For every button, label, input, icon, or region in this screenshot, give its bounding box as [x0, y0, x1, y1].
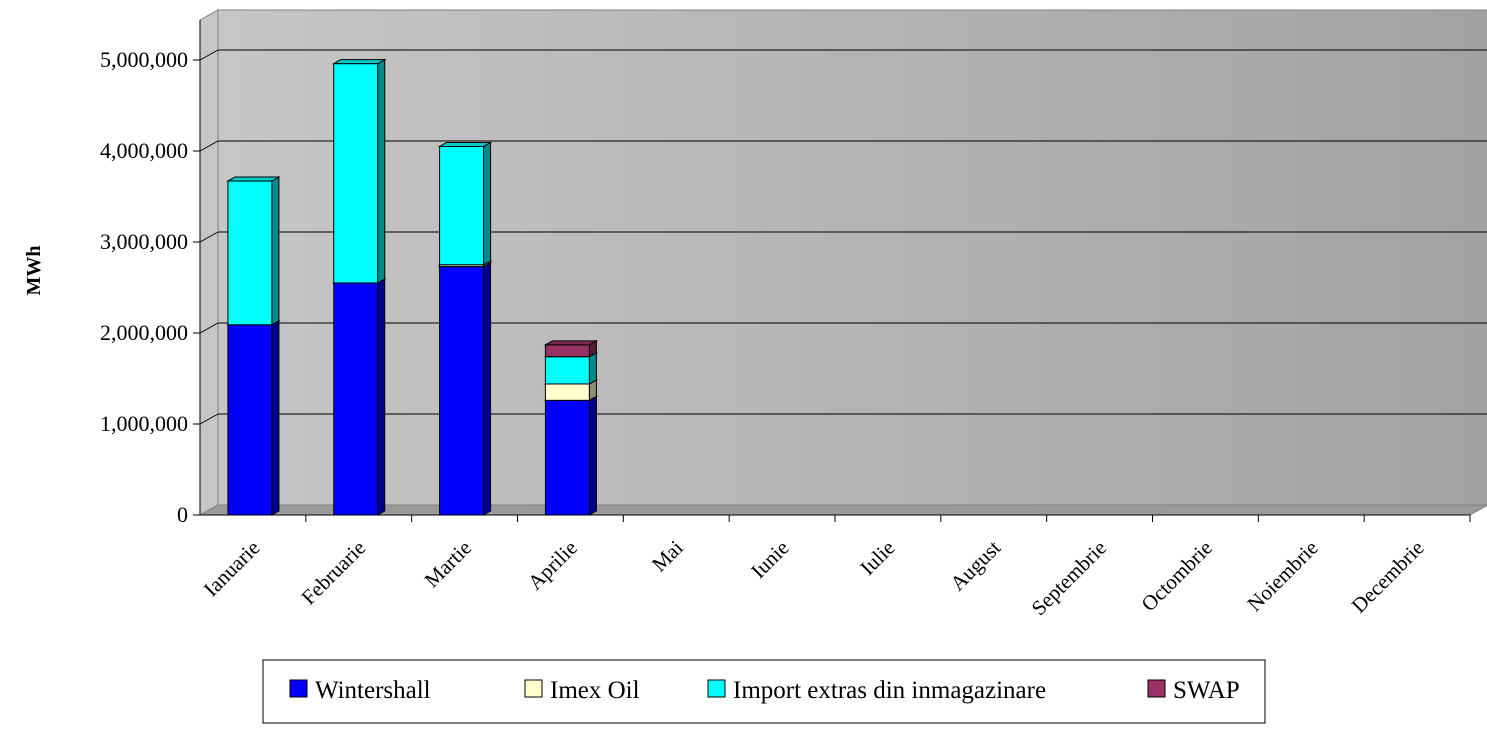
- gridline-side: [199, 231, 219, 243]
- y-axis-title: MWh: [23, 246, 45, 296]
- gridline-side: [199, 322, 219, 334]
- x-tick-label: Decembrie: [1347, 536, 1429, 618]
- gridline-side: [199, 413, 219, 425]
- legend-label: Import extras din inmagazinare: [733, 677, 1046, 704]
- bar-side-face: [271, 319, 280, 516]
- y-tick-label: 3,000,000: [100, 229, 188, 254]
- y-tick-label: 4,000,000: [100, 138, 188, 163]
- gridline-side: [199, 140, 219, 152]
- x-tick-label: Iunie: [746, 536, 793, 583]
- gridline-side: [199, 49, 219, 61]
- bar-segment: [437, 141, 493, 266]
- bar-top-face: [226, 176, 281, 182]
- bar-side-face: [377, 278, 386, 516]
- x-tick-label: Iulie: [855, 536, 899, 580]
- legend-entry: Import extras din inmagazinare: [707, 677, 1046, 704]
- bar-side-face: [483, 141, 492, 266]
- bar-front-face: [333, 282, 379, 516]
- bar-side-face: [588, 395, 597, 516]
- legend-entry: Wintershall: [289, 677, 431, 704]
- bar-segment: [437, 261, 493, 516]
- x-tick-label: Ianuarie: [199, 536, 265, 602]
- x-tick-label: Noiembrie: [1242, 536, 1322, 616]
- x-tick-label: Februarie: [296, 536, 370, 610]
- legend-swatch: [707, 679, 726, 698]
- x-tick-label: August: [945, 535, 1005, 595]
- legend-swatch: [289, 679, 308, 698]
- bar-segment: [543, 351, 599, 385]
- legend-label: SWAP: [1173, 677, 1240, 704]
- bar-front-face: [227, 324, 273, 516]
- y-tick-label: 2,000,000: [100, 320, 188, 345]
- bar-front-face: [439, 266, 485, 516]
- plot-back-wall: [217, 9, 1487, 506]
- bar-front-face: [439, 145, 485, 266]
- x-tick-label: Octombrie: [1136, 536, 1216, 616]
- legend-label: Wintershall: [315, 677, 431, 704]
- x-tick-label: Martie: [420, 536, 477, 593]
- x-tick-label: Mai: [647, 535, 688, 576]
- legend-swatch: [524, 679, 543, 698]
- bar-segment: [543, 339, 599, 358]
- bar-segment: [543, 395, 599, 516]
- plot-floor: [198, 504, 1487, 516]
- legend-entry: SWAP: [1147, 677, 1240, 704]
- legend-box: [262, 659, 1266, 724]
- bar-side-face: [377, 58, 386, 284]
- bar-segment: [331, 58, 387, 284]
- legend-label: Imex Oil: [550, 677, 640, 704]
- bar-segment: [226, 319, 281, 516]
- bar-side-face: [271, 176, 280, 326]
- legend-swatch: [1147, 679, 1166, 698]
- y-tick-label: 0: [177, 502, 188, 527]
- x-tick-label: Septembrie: [1027, 536, 1112, 621]
- bar-front-face: [227, 180, 273, 326]
- x-tick-label: Aprilie: [523, 536, 582, 595]
- bar-top-face: [543, 340, 599, 346]
- bar-side-face: [588, 351, 597, 385]
- legend-entry: Imex Oil: [524, 677, 640, 704]
- bar-top-face: [331, 59, 387, 65]
- bar-side-face: [483, 261, 492, 516]
- bar-front-face: [333, 63, 379, 284]
- plot-side-wall: [199, 9, 219, 516]
- bar-segment: [331, 278, 387, 516]
- bar-front-face: [544, 383, 590, 401]
- bar-front-face: [544, 356, 590, 385]
- bar-front-face: [544, 344, 590, 358]
- y-tick-label: 5,000,000: [100, 47, 188, 72]
- y-tick-label: 1,000,000: [100, 411, 188, 436]
- bar-segment: [226, 176, 281, 326]
- bar-front-face: [544, 399, 590, 516]
- bar-top-face: [437, 141, 493, 147]
